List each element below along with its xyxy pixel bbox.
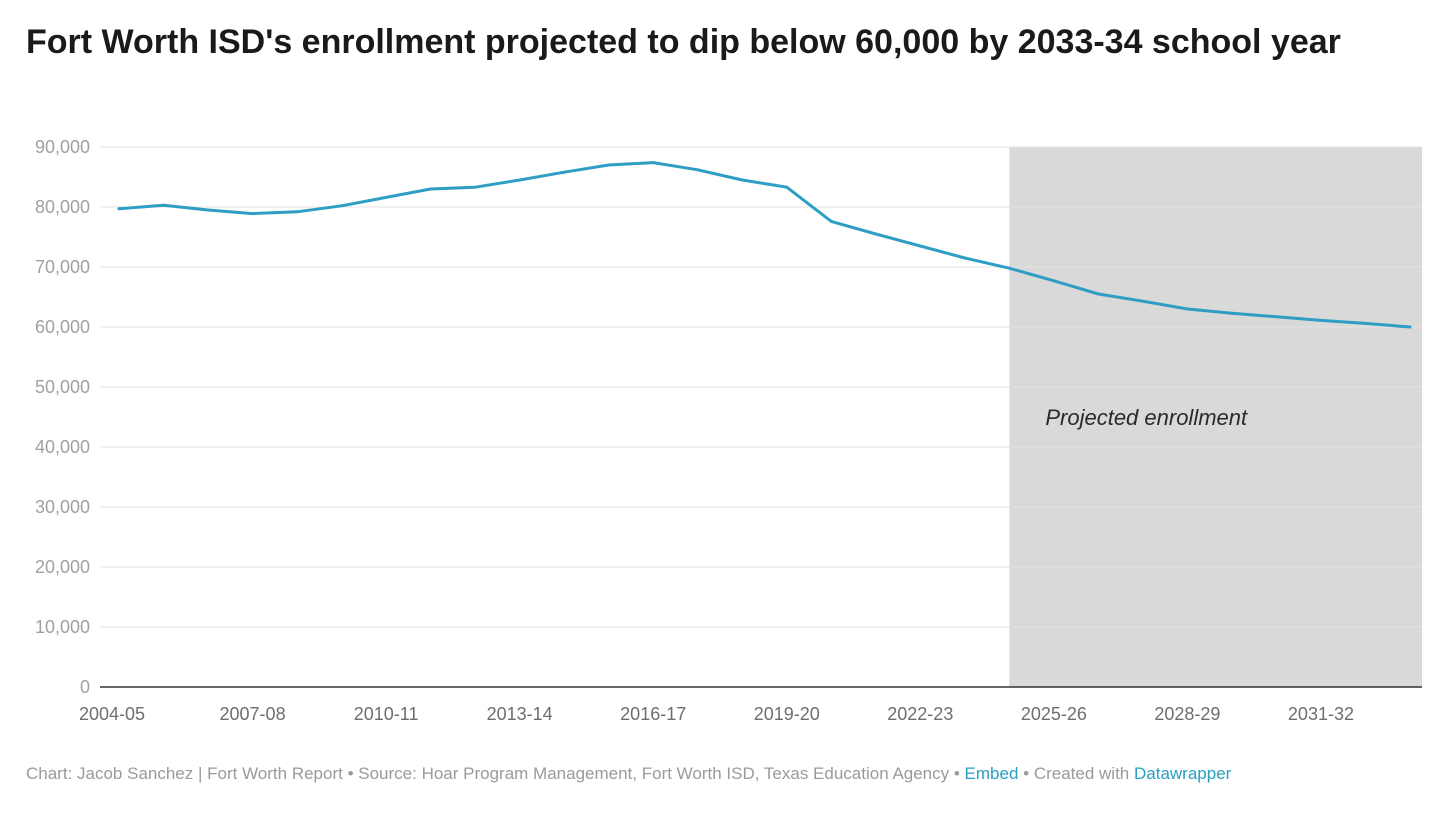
x-tick-label: 2004-05 [79, 704, 145, 724]
line-chart: 0 10,000 20,000 30,000 40,000 50,000 60,000 70,… [35, 137, 1422, 724]
footer-separator: • [1018, 764, 1034, 783]
data-point [1096, 292, 1100, 296]
data-point [651, 161, 655, 165]
data-point [829, 219, 833, 223]
footer-separator: • [949, 764, 965, 783]
x-tick-label: 2025-26 [1021, 704, 1087, 724]
data-point [1141, 299, 1145, 303]
data-point [1319, 318, 1323, 322]
data-point [340, 204, 344, 208]
chart-source: Source: Hoar Program Management, Fort Wo… [358, 764, 950, 783]
projection-band [1009, 147, 1422, 687]
data-point [518, 178, 522, 182]
data-point [1363, 321, 1367, 325]
datawrapper-link[interactable]: Datawrapper [1134, 764, 1232, 783]
y-tick-label: 80,000 [35, 197, 90, 217]
data-point [607, 163, 611, 167]
data-point [1408, 325, 1412, 329]
data-point [1274, 315, 1278, 319]
chart-footer: Chart: Jacob Sanchez | Fort Worth Report… [26, 764, 1231, 784]
y-axis-ticks: 0 10,000 20,000 30,000 40,000 50,000 60,000 70,… [35, 137, 90, 697]
data-point [874, 232, 878, 236]
y-tick-label: 0 [80, 677, 90, 697]
y-tick-label: 40,000 [35, 437, 90, 457]
data-point [206, 208, 210, 212]
data-point [740, 178, 744, 182]
data-point [918, 244, 922, 248]
projected-enrollment-label: Projected enrollment [1045, 405, 1248, 430]
data-point [963, 256, 967, 260]
y-tick-label: 10,000 [35, 617, 90, 637]
annotation-layer: Projected enrollment [1045, 405, 1248, 430]
y-tick-label: 30,000 [35, 497, 90, 517]
x-tick-label: 2013-14 [487, 704, 553, 724]
y-tick-label: 90,000 [35, 137, 90, 157]
y-tick-label: 60,000 [35, 317, 90, 337]
y-tick-label: 50,000 [35, 377, 90, 397]
data-point [162, 203, 166, 207]
x-tick-label: 2016-17 [620, 704, 686, 724]
data-point [562, 170, 566, 174]
created-with-text: Created with [1033, 764, 1130, 783]
data-point [1052, 279, 1056, 283]
x-tick-label: 2010-11 [354, 704, 419, 724]
x-tick-label: 2007-08 [220, 704, 286, 724]
data-point [1185, 307, 1189, 311]
data-point [251, 212, 255, 216]
x-tick-label: 2019-20 [754, 704, 820, 724]
gridlines [100, 146, 1422, 688]
data-point [384, 195, 388, 199]
x-tick-label: 2022-23 [887, 704, 953, 724]
data-point [1230, 311, 1234, 315]
data-point [696, 168, 700, 172]
data-point [473, 185, 477, 189]
x-tick-label: 2031-32 [1288, 704, 1354, 724]
chart-credit: Chart: Jacob Sanchez | Fort Worth Report [26, 764, 343, 783]
data-point [295, 210, 299, 214]
chart-title: Fort Worth ISD's enrollment projected to… [26, 23, 1341, 61]
data-point [785, 185, 789, 189]
enrollment-line [117, 161, 1412, 329]
projection-band-layer [1009, 147, 1422, 687]
series-layer [117, 161, 1412, 329]
embed-link[interactable]: Embed [964, 764, 1019, 783]
footer-separator: • [342, 764, 359, 783]
x-tick-label: 2028-29 [1154, 704, 1220, 724]
x-axis-ticks: 2004-05 2007-08 2010-11 2013-14 2016-17 2019-… [79, 704, 1354, 724]
data-point [117, 207, 121, 211]
data-point [429, 187, 433, 191]
data-point [1007, 266, 1011, 270]
y-tick-label: 70,000 [35, 257, 90, 277]
y-tick-label: 20,000 [35, 557, 90, 577]
